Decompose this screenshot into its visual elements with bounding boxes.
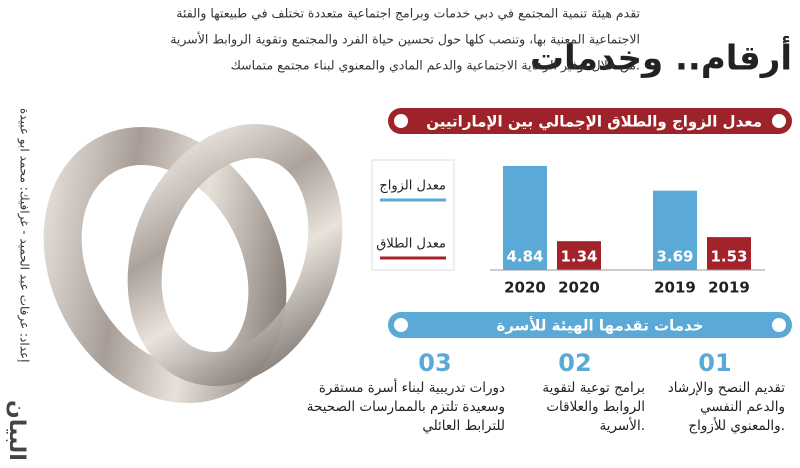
service-number: 03 <box>418 349 451 377</box>
x-tick-label: 2019 <box>654 279 696 297</box>
service-text: دورات تدريبية لبناء أسرة مستقرة <box>319 378 505 396</box>
bar <box>557 241 601 270</box>
service-number: 02 <box>558 349 591 377</box>
ring <box>127 124 343 386</box>
legend-label: معدل الزواج <box>379 179 446 194</box>
value-label: 3.69 <box>656 248 693 266</box>
intro-line: من خلال توفير الرعاية الاجتماعية والدعم … <box>231 58 640 74</box>
bar <box>503 165 547 270</box>
chart-banner <box>388 108 792 134</box>
intro-line: الاجتماعية المعنية بها، وتنصب كلها حول ت… <box>170 32 640 48</box>
legend-box <box>371 159 455 271</box>
rings-illustration <box>43 124 343 404</box>
value-label: 4.84 <box>506 248 543 266</box>
service-text: تقديم النصح والإرشاد <box>668 380 786 396</box>
bar <box>707 237 751 270</box>
credit: إعداد: عرفات عبد الحميد - غرافيك: محمد ا… <box>17 108 32 363</box>
service-text: والدعم النفسي <box>700 399 785 415</box>
value-label: 1.34 <box>560 248 597 266</box>
service-text: الروابط والعلاقات <box>546 399 645 415</box>
service-text: للترابط العائلي <box>422 418 505 434</box>
intro-line: تقدم هيئة تنمية المجتمع في دبي خدمات وبر… <box>176 6 640 22</box>
logo: البيان <box>4 400 29 461</box>
service-text: الأسرية. <box>599 417 645 434</box>
x-tick-label: 2020 <box>558 279 600 297</box>
service-text: برامج توعية لتقوية <box>542 380 645 396</box>
services-banner <box>388 312 792 338</box>
service-number: 01 <box>698 349 731 377</box>
banner-dot <box>772 114 786 128</box>
banner-dot <box>394 318 408 332</box>
title: أرقام.. وخدمات <box>530 36 792 79</box>
banner-dot <box>394 114 408 128</box>
service-text: والمعنوي للأزواج. <box>688 417 785 434</box>
bar <box>653 190 697 270</box>
services-title: خدمات تقدمها الهيئة للأسرة <box>496 317 703 335</box>
value-label: 1.53 <box>710 248 747 266</box>
chart-title: معدل الزواج والطلاق الإجمالي بين الإمارا… <box>426 113 762 131</box>
x-tick-label: 2020 <box>504 279 546 297</box>
service-text: وسعيدة تلتزم بالممارسات الصحيحة <box>307 399 505 415</box>
banner-dot <box>772 318 786 332</box>
x-tick-label: 2019 <box>708 279 750 297</box>
legend-label: معدل الطلاق <box>376 237 446 252</box>
